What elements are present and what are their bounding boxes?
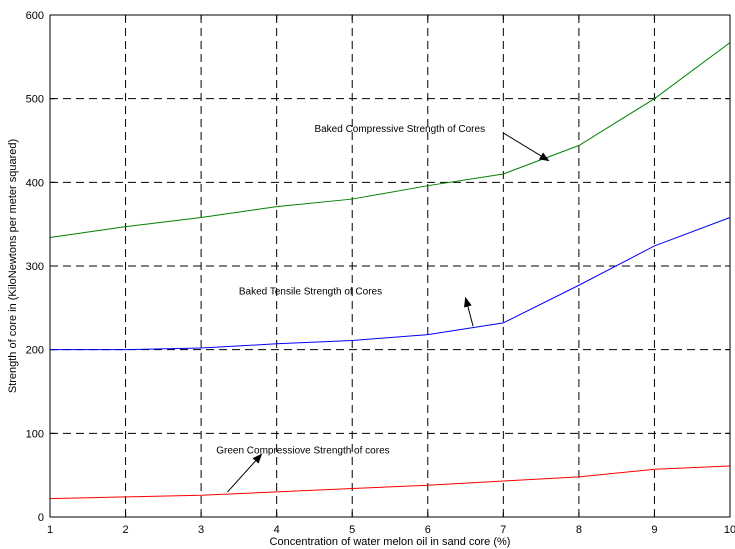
y-tick-label: 200 — [26, 345, 44, 357]
x-tick-label: 10 — [724, 524, 735, 536]
annotation-label: Baked Compressive Strength of Cores — [314, 124, 485, 135]
y-tick-label: 600 — [26, 10, 44, 22]
annotations: Baked Compressive Strength of Cores Baked… — [216, 124, 550, 493]
y-tick-label: 100 — [26, 428, 44, 440]
grid — [50, 15, 730, 517]
annotation-arrow — [463, 296, 474, 327]
annotation-label: Baked Tensile Strength of Cores — [239, 286, 382, 297]
x-axis-label: Concentration of water melon oil in sand… — [270, 536, 511, 548]
series-line — [49, 465, 731, 500]
x-tick-label: 3 — [198, 524, 204, 536]
x-tick-label: 7 — [500, 524, 506, 536]
y-tick-label: 300 — [26, 261, 44, 273]
y-tick-label: 0 — [38, 512, 44, 524]
annotation-arrow — [227, 453, 263, 493]
x-tick-label: 8 — [576, 524, 582, 536]
x-tick-label: 2 — [122, 524, 128, 536]
x-tick-label: 9 — [651, 524, 657, 536]
x-tick-label: 5 — [349, 524, 355, 536]
plot-frame — [49, 14, 731, 518]
y-tick-label: 400 — [26, 177, 44, 189]
y-axis-label: Strength of core in (KiloNewtons per met… — [7, 139, 19, 393]
x-tick-label: 6 — [425, 524, 431, 536]
series-line — [49, 42, 731, 239]
x-tick-label: 4 — [274, 524, 280, 536]
series-line — [50, 217, 731, 351]
x-tick-label: 1 — [47, 524, 53, 536]
annotation-arrow — [503, 132, 550, 162]
y-tick-label: 500 — [26, 94, 44, 106]
annotation-label: Green Compressiove Strength of cores — [216, 445, 389, 456]
series-lines — [49, 42, 731, 500]
